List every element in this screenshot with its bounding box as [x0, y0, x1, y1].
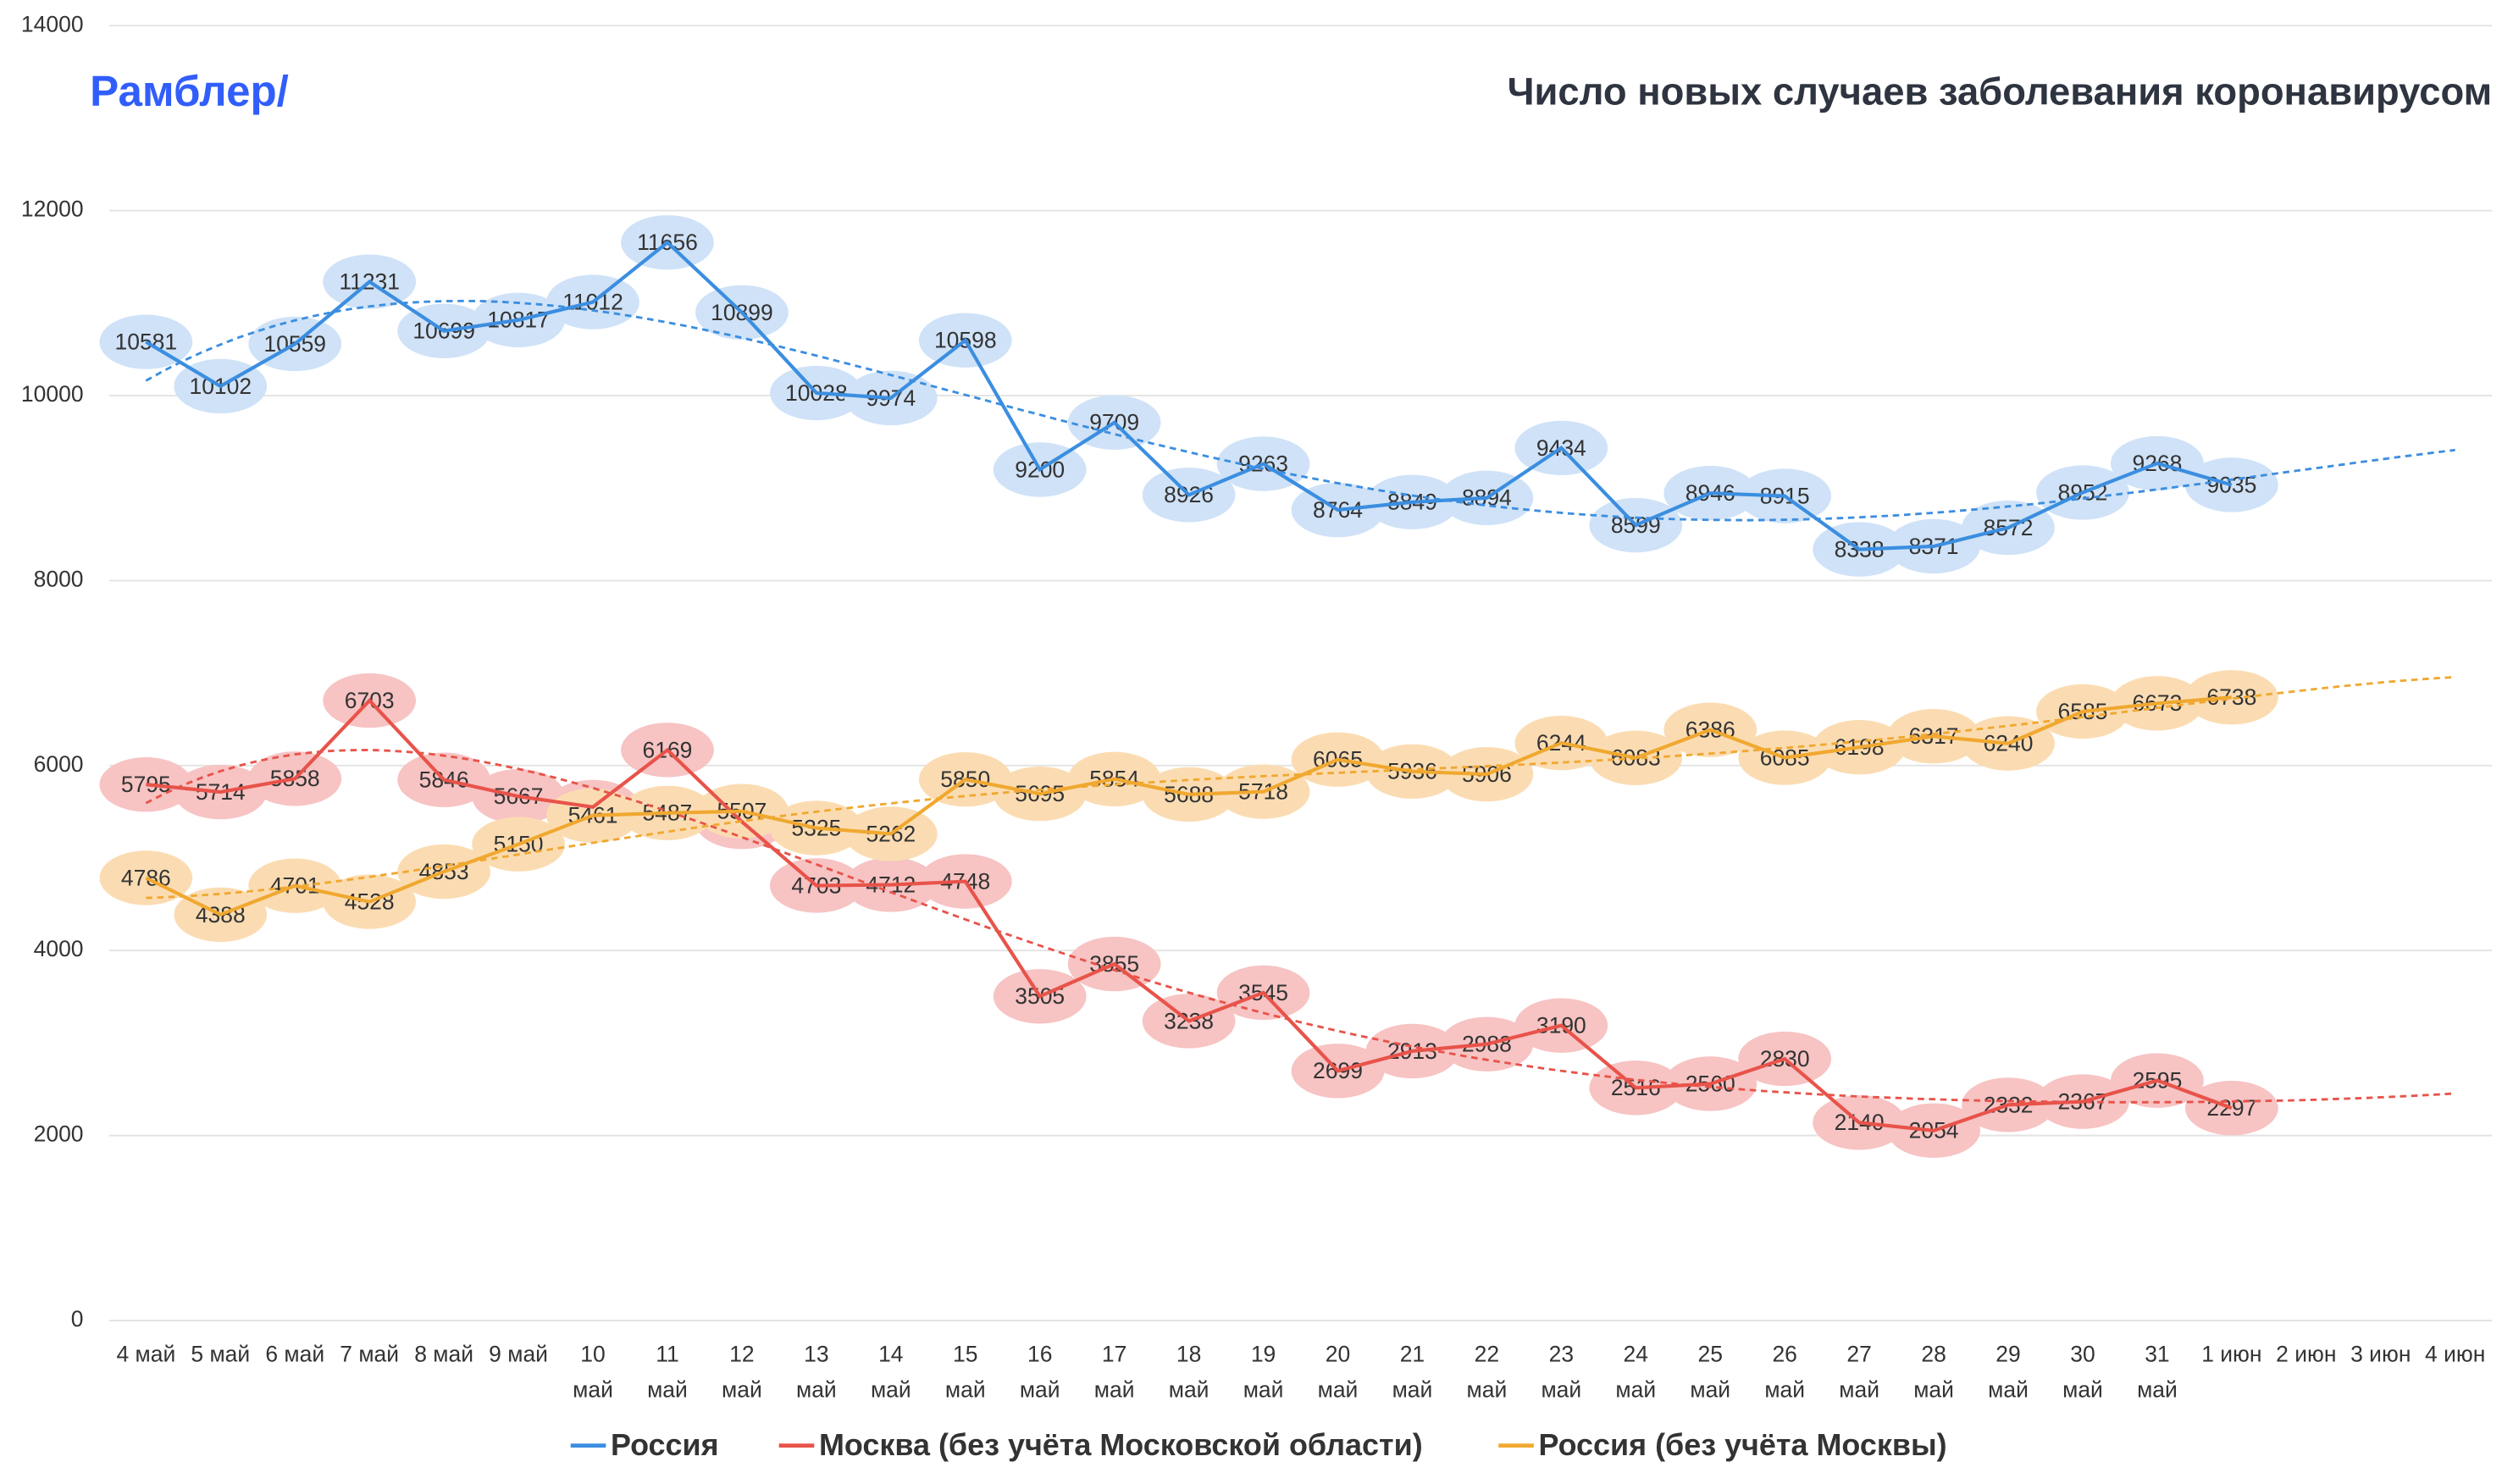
x-tick-label: 17 май: [1094, 1342, 1135, 1403]
x-tick-label: 23 май: [1541, 1342, 1581, 1403]
logo: Рамблер/: [90, 67, 289, 115]
x-tick-label: 30 май: [2062, 1342, 2103, 1403]
x-tick-label: 7 май: [340, 1342, 399, 1367]
chart-title: Число новых случаев заболевания коронави…: [1508, 70, 2493, 114]
x-tick-label: 9 май: [489, 1342, 548, 1367]
x-tick-label: 19 май: [1243, 1342, 1284, 1403]
series-line: [145, 695, 2232, 917]
series-line: [145, 240, 2233, 551]
x-tick-label: 29 май: [1988, 1342, 2029, 1403]
y-tick-label: 0: [71, 1306, 84, 1332]
x-tick-label: 14 май: [871, 1342, 911, 1403]
x-tick-label: 27 май: [1839, 1342, 1879, 1403]
y-tick-label: 8000: [34, 566, 84, 591]
x-tick-label: 10 май: [573, 1342, 613, 1403]
y-tick-label: 4000: [34, 936, 84, 961]
x-tick-label: 24 май: [1615, 1342, 1656, 1403]
x-tick-label: 26 май: [1764, 1342, 1805, 1403]
y-tick-label: 6000: [34, 751, 84, 777]
legend-label: Москва (без учёта Московской области): [819, 1427, 1423, 1462]
x-tick-label: 15 май: [945, 1342, 986, 1403]
x-tick-label: 22 май: [1467, 1342, 1508, 1403]
x-tick-label: 13 май: [796, 1342, 837, 1403]
data-label-bubble: [2185, 670, 2278, 725]
data-label-bubble: [99, 850, 193, 905]
x-tick-label: 28 май: [1913, 1342, 1954, 1403]
x-tick-label: 16 май: [1020, 1342, 1060, 1403]
trendline: [145, 749, 2455, 1104]
legend-label: Россия (без учёта Москвы): [1538, 1427, 1946, 1462]
series-line: [146, 697, 2233, 1132]
x-tick-label: 25 май: [1690, 1342, 1730, 1403]
x-tick-label: 8 май: [414, 1342, 473, 1367]
x-tick-label: 11 май: [647, 1342, 688, 1403]
x-tick-label: 4 июн: [2425, 1342, 2485, 1367]
x-tick-label: 1 июн: [2201, 1342, 2261, 1367]
data-label: 9035: [2206, 472, 2256, 497]
x-tick-label: 18 май: [1169, 1342, 1209, 1403]
x-tick-label: 2 июн: [2276, 1342, 2336, 1367]
x-tick-label: 20 май: [1318, 1342, 1359, 1403]
data-label-bubble: [2185, 1081, 2278, 1136]
x-tick-label: 6 май: [265, 1342, 324, 1367]
trendline: [145, 299, 2455, 522]
y-tick-label: 12000: [21, 197, 84, 222]
x-tick-label: 4 май: [116, 1342, 175, 1367]
x-tick-label: 31 май: [2137, 1342, 2178, 1403]
x-tick-label: 21 май: [1392, 1342, 1433, 1403]
y-tick-label: 2000: [34, 1121, 84, 1147]
data-label-bubble: [2185, 457, 2278, 512]
x-tick-label: 5 май: [191, 1342, 250, 1367]
y-tick-label: 10000: [21, 381, 84, 407]
x-tick-label: 3 июн: [2350, 1342, 2411, 1367]
x-tick-label: 12 май: [722, 1342, 762, 1403]
data-label: 10581: [115, 329, 178, 355]
data-label: 2297: [2206, 1095, 2256, 1121]
data-label: 5795: [121, 772, 171, 797]
legend-label: Россия: [611, 1427, 719, 1462]
y-tick-label: 14000: [21, 11, 84, 36]
